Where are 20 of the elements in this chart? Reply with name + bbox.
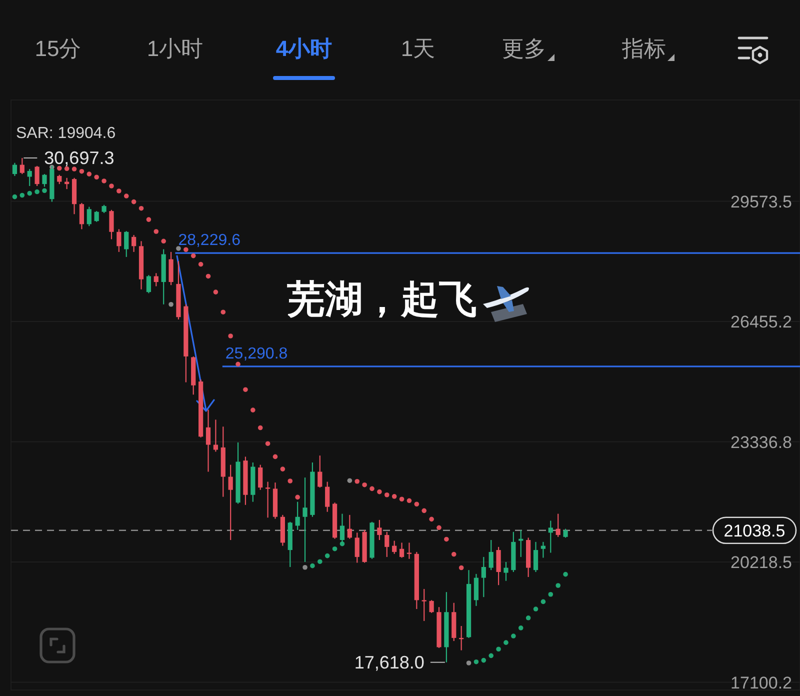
ref-line-label: 21038.5 [724,521,786,540]
annotation: 指标 [622,36,666,61]
annotation: 17,618.0 [354,652,424,672]
y-tick-label: 29573.5 [730,192,792,212]
annotation: SAR: 19904.6 [16,125,116,142]
annotation: 1小时 [146,36,204,61]
annotation: 4小时 [273,36,335,80]
ref-line-label: 28,229.6 [178,232,241,250]
annotation: 更多 [502,36,546,61]
annotation: 15分 [34,36,82,61]
annotation: 1天 [400,36,436,61]
annotation: 30,697.3 [44,148,114,168]
y-tick-label: 26455.2 [730,312,792,332]
y-tick-label: 17100.2 [730,673,792,692]
annotation: 30,697.3 [23,148,114,168]
ref-line-label: 25,290.8 [225,345,288,362]
annotation: 17,618.0 [354,652,446,672]
y-tick-label: 20218.5 [730,553,792,572]
annotation: 芜湖，起飞 [287,279,477,321]
y-tick-label: 23336.8 [730,432,792,452]
